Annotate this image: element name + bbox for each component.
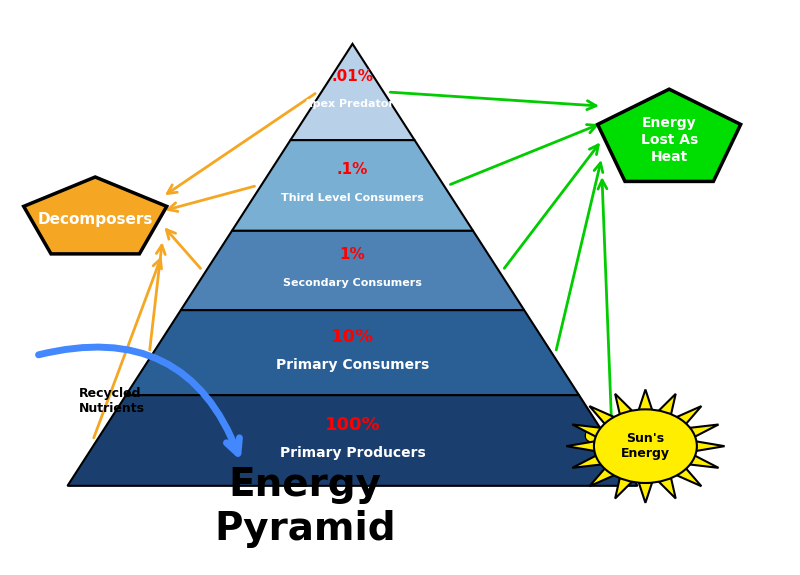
Circle shape bbox=[594, 409, 697, 483]
Polygon shape bbox=[598, 89, 741, 182]
Text: Energy
Pyramid: Energy Pyramid bbox=[214, 466, 396, 548]
Text: Decomposers: Decomposers bbox=[38, 212, 153, 227]
Text: Recycled
Nutrients: Recycled Nutrients bbox=[79, 387, 146, 415]
Text: 10%: 10% bbox=[331, 328, 374, 346]
Polygon shape bbox=[290, 44, 414, 140]
Polygon shape bbox=[67, 395, 638, 486]
Polygon shape bbox=[566, 389, 725, 503]
Polygon shape bbox=[24, 177, 166, 254]
Polygon shape bbox=[126, 310, 579, 395]
Text: Secondary Consumers: Secondary Consumers bbox=[283, 278, 422, 288]
Text: Primary Consumers: Primary Consumers bbox=[276, 358, 429, 372]
Text: Third Level Consumers: Third Level Consumers bbox=[281, 193, 424, 203]
Text: Energy
Lost As
Heat: Energy Lost As Heat bbox=[641, 116, 698, 164]
Text: Primary Producers: Primary Producers bbox=[280, 446, 426, 460]
Text: .01%: .01% bbox=[331, 68, 374, 83]
Polygon shape bbox=[232, 140, 473, 231]
Text: .1%: .1% bbox=[337, 162, 368, 177]
Text: Apex Predators: Apex Predators bbox=[304, 99, 401, 109]
Text: Sun's
Energy: Sun's Energy bbox=[621, 432, 670, 460]
Text: 100%: 100% bbox=[325, 416, 380, 434]
Text: 1%: 1% bbox=[340, 247, 366, 262]
Polygon shape bbox=[181, 231, 524, 310]
